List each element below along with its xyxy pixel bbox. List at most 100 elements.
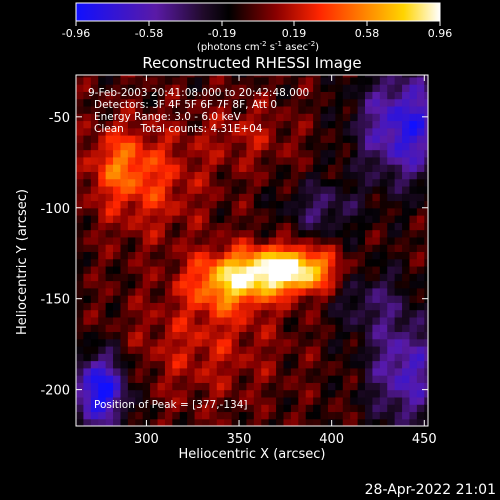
- heatmap-cell: [120, 287, 129, 296]
- heatmap-cell: [365, 345, 374, 354]
- heatmap-cell: [298, 156, 307, 165]
- heatmap-cell: [387, 251, 396, 260]
- heatmap-cell: [350, 396, 359, 405]
- heatmap-cell: [83, 105, 92, 114]
- heatmap-cell: [224, 389, 233, 398]
- heatmap-cell: [239, 178, 248, 187]
- heatmap-cell: [357, 338, 366, 347]
- heatmap-cell: [216, 244, 225, 252]
- heatmap-cell: [320, 171, 329, 180]
- heatmap-cell: [135, 91, 144, 100]
- heatmap-cell: [172, 105, 181, 114]
- heatmap-cell: [283, 193, 292, 202]
- heatmap-cell: [342, 338, 351, 347]
- heatmap-cell: [268, 295, 277, 303]
- heatmap-cell: [305, 367, 314, 376]
- heatmap-cell: [224, 215, 233, 223]
- heatmap-cell: [276, 149, 285, 158]
- heatmap-cell: [157, 295, 166, 303]
- heatmap-cell: [209, 113, 218, 122]
- heatmap-cell: [179, 367, 188, 376]
- heatmap-cell: [120, 251, 129, 260]
- heatmap-cell: [209, 287, 218, 296]
- heatmap-cell: [135, 251, 144, 260]
- heatmap-cell: [209, 345, 218, 354]
- heatmap-cell: [179, 84, 188, 92]
- heatmap-cell: [105, 105, 114, 114]
- heatmap-cell: [394, 309, 403, 318]
- heatmap-cell: [231, 84, 240, 92]
- heatmap-cell: [357, 142, 366, 151]
- heatmap-cell: [365, 105, 374, 114]
- heatmap-cell: [387, 75, 396, 78]
- heatmap-cell: [298, 404, 307, 413]
- heatmap-cell: [305, 91, 314, 100]
- heatmap-cell: [98, 287, 107, 296]
- heatmap-cell: [142, 375, 151, 383]
- heatmap-cell: [194, 411, 203, 420]
- heatmap-cell: [83, 367, 92, 376]
- heatmap-cell: [409, 418, 418, 426]
- heatmap-cell: [187, 273, 196, 282]
- heatmap-cell: [283, 367, 292, 376]
- heatmap-cell: [416, 156, 425, 165]
- heatmap-cell: [246, 200, 255, 209]
- heatmap-cell: [127, 287, 136, 296]
- heatmap-cell: [305, 273, 314, 282]
- heatmap-cell: [120, 84, 129, 92]
- heatmap-cell: [157, 302, 166, 311]
- heatmap-cell: [290, 382, 299, 391]
- heatmap-cell: [83, 229, 92, 238]
- heatmap-cell: [327, 149, 336, 158]
- heatmap-cell: [379, 207, 388, 216]
- heatmap-cell: [320, 396, 329, 405]
- heatmap-cell: [268, 418, 277, 426]
- heatmap-cell: [150, 156, 159, 165]
- heatmap-cell: [105, 287, 114, 296]
- heatmap: [76, 75, 428, 426]
- heatmap-cell: [76, 229, 85, 238]
- heatmap-cell: [320, 302, 329, 311]
- heatmap-cell: [224, 338, 233, 347]
- heatmap-cell: [83, 244, 92, 252]
- heatmap-cell: [424, 215, 428, 223]
- heatmap-cell: [357, 229, 366, 238]
- heatmap-cell: [357, 404, 366, 413]
- heatmap-cell: [394, 404, 403, 413]
- heatmap-cell: [142, 345, 151, 354]
- heatmap-cell: [216, 105, 225, 114]
- heatmap-cell: [209, 411, 218, 420]
- heatmap-cell: [187, 171, 196, 180]
- heatmap-cell: [90, 316, 99, 325]
- heatmap-cell: [90, 113, 99, 122]
- heatmap-cell: [372, 258, 381, 267]
- heatmap-cell: [76, 207, 85, 216]
- heatmap-cell: [335, 360, 344, 369]
- heatmap-cell: [276, 142, 285, 151]
- heatmap-cell: [76, 98, 85, 107]
- heatmap-cell: [394, 178, 403, 187]
- heatmap-cell: [387, 280, 396, 289]
- heatmap-cell: [120, 360, 129, 369]
- heatmap-cell: [164, 142, 173, 151]
- heatmap-cell: [98, 207, 107, 216]
- heatmap-cell: [394, 193, 403, 202]
- heatmap-cell: [179, 345, 188, 354]
- heatmap-cell: [276, 244, 285, 252]
- heatmap-cell: [142, 338, 151, 347]
- heatmap-cell: [350, 324, 359, 333]
- heatmap-cell: [179, 360, 188, 369]
- heatmap-cell: [246, 149, 255, 158]
- heatmap-cell: [313, 149, 322, 158]
- heatmap-cell: [365, 367, 374, 376]
- heatmap-cell: [201, 171, 210, 180]
- heatmap-cell: [246, 396, 255, 405]
- heatmap-cell: [150, 222, 159, 231]
- heatmap-cell: [90, 84, 99, 92]
- heatmap-cell: [76, 389, 85, 398]
- heatmap-cell: [290, 338, 299, 347]
- heatmap-cell: [372, 280, 381, 289]
- heatmap-cell: [135, 229, 144, 238]
- heatmap-cell: [209, 185, 218, 194]
- heatmap-cell: [342, 236, 351, 245]
